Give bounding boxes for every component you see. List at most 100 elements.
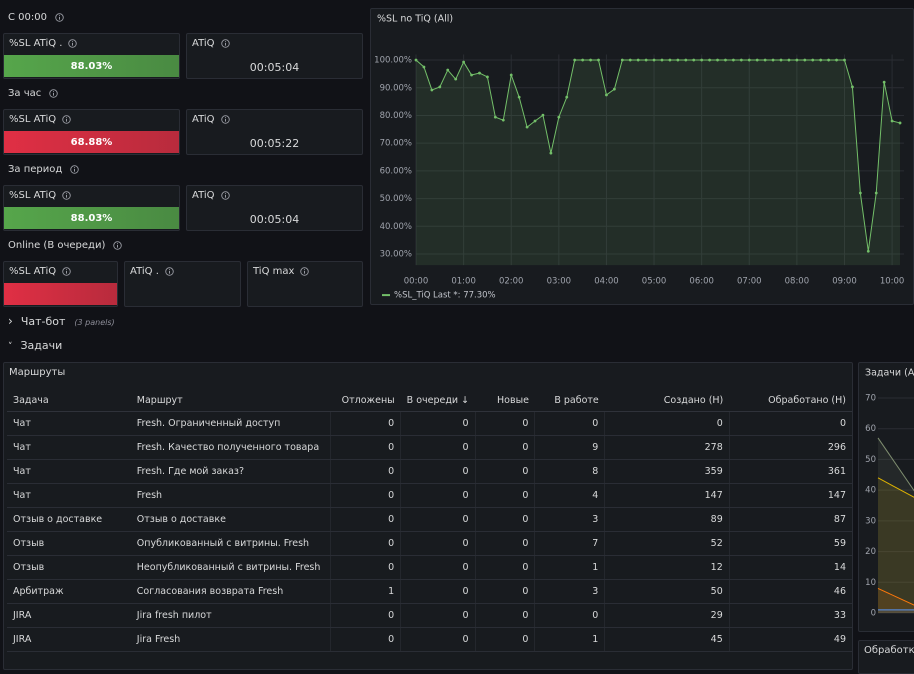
stat-title-text: ATiQ	[192, 38, 215, 49]
column-header-text: Создано (Н)	[663, 394, 724, 406]
column-header[interactable]: Обработано (Н)	[729, 389, 852, 412]
panel-title: Маршруты	[9, 367, 66, 378]
data-point	[708, 58, 711, 62]
tasks-chart-panel: Задачи (All) 0 10 20 30 40 50 60 70	[858, 362, 914, 632]
info-circle	[70, 165, 80, 174]
data-point	[414, 58, 418, 62]
column-header-text: Новые	[497, 394, 529, 406]
data-point	[668, 58, 672, 62]
table-cell: 147	[728, 483, 852, 508]
table-cell: Отзыв о доставке	[7, 507, 131, 532]
series-line	[877, 477, 914, 498]
stat-title-text: ATiQ	[192, 114, 215, 125]
table-cell: 0	[474, 411, 535, 436]
table-row: Отзыв Опубликованный с витрины. Fresh 0 0 0 7…	[7, 531, 852, 556]
row-title: Чат-бот	[20, 315, 66, 328]
table-cell: Чат	[7, 411, 131, 436]
data-point	[882, 80, 886, 84]
table-cell: 33	[728, 603, 852, 628]
expanded-row[interactable]: Задачи	[8, 339, 63, 352]
table-cell: Неопубликованный с витрины. Fresh	[130, 555, 331, 580]
collapsed-row[interactable]: Чат-бот (3 panels)	[8, 314, 115, 328]
area-fill	[416, 60, 901, 266]
group-label: С 00:00	[8, 12, 64, 23]
table-panel: Маршруты Задача Маршрут Отложены В очереди Н…	[3, 362, 853, 670]
data-point	[898, 121, 902, 125]
x-tick-label: 01:00	[451, 277, 476, 287]
table-cell: 0	[728, 411, 852, 436]
data-point	[755, 58, 759, 62]
table-cell: 87	[728, 507, 852, 532]
data-point	[422, 65, 426, 69]
column-header[interactable]: Создано (Н)	[604, 389, 730, 412]
column-header[interactable]: В очереди	[400, 389, 476, 412]
table-cell: 4	[534, 483, 605, 508]
table-cell: Чат	[7, 483, 131, 508]
table-row: Арбитраж Согласования возврата Fresh 1 0 0 3 5…	[7, 579, 852, 604]
info-icon	[68, 39, 78, 48]
data-point	[819, 58, 823, 62]
table-cell: 0	[474, 435, 535, 460]
data-point	[843, 58, 846, 62]
data-point	[605, 93, 608, 97]
data-point	[787, 58, 791, 62]
column-header[interactable]: Отложены	[330, 389, 401, 412]
column-header-text: В работе	[554, 394, 599, 406]
table-cell: Отзыв о доставке	[130, 507, 331, 532]
data-point	[676, 58, 680, 62]
table-cell: 0	[330, 507, 401, 532]
column-header[interactable]: Новые	[475, 389, 535, 412]
stat-title-text: %SL ATiQ	[9, 114, 57, 125]
column-header[interactable]: Задача	[7, 389, 131, 412]
table-cell: 0	[474, 579, 535, 604]
data-point	[724, 58, 727, 62]
y-tick-label: 90.00%	[380, 83, 412, 93]
y-tick-label: 100.00%	[374, 56, 412, 66]
table-row: Чат Fresh. Где мой заказ? 0 0 0 8 359 361	[7, 459, 852, 484]
data-point	[430, 88, 434, 92]
info-circle	[113, 241, 123, 250]
table-cell: 1	[534, 627, 605, 652]
table-cell: Отзыв	[7, 555, 131, 580]
panel-title: Обработка	[864, 645, 914, 656]
data-point	[636, 58, 640, 62]
stat-panel: %SL ATiQ	[3, 261, 118, 307]
data-point	[692, 58, 696, 62]
side-panel: Обработка	[858, 640, 914, 674]
data-point	[478, 71, 481, 75]
y-tick-label: 50	[865, 455, 876, 465]
x-tick-label: 06:00	[689, 277, 714, 287]
column-header[interactable]: Маршрут	[130, 389, 331, 412]
stat-panel: %SL ATiQ . 88.03%	[3, 33, 180, 79]
table-row: Отзыв о доставке Отзыв о доставке 0 0 0 3 89 87	[7, 507, 852, 532]
chart-title: %SL no TiQ (All)	[377, 14, 453, 25]
data-point	[684, 58, 688, 62]
stat-value: 00:05:04	[249, 61, 300, 74]
table-row: JIRA Jira Fresh 0 0 0 1 45 49	[7, 627, 852, 652]
stat-panel: TiQ max	[247, 261, 363, 307]
data-point	[541, 113, 545, 117]
table-cell: 0	[330, 483, 401, 508]
table-cell: 89	[604, 507, 730, 532]
y-tick-label: 20	[865, 547, 876, 557]
info-circle	[55, 13, 64, 22]
stat-title: ATiQ .	[130, 266, 174, 277]
sl-chart: %SL no TiQ (All) 30.00% 40.00% 50.00% 60.00%…	[374, 14, 904, 301]
table-cell: 7	[534, 531, 605, 556]
series-line	[877, 437, 914, 492]
info-dot	[224, 117, 226, 119]
y-tick-label: 30.00%	[380, 250, 412, 260]
data-point	[890, 119, 894, 123]
stat-title: ATiQ	[192, 114, 230, 125]
stat-value: 00:05:04	[249, 213, 300, 226]
column-header[interactable]: В работе	[534, 389, 605, 412]
data-point	[795, 58, 799, 62]
table-cell: 1	[330, 579, 401, 604]
table-cell: 361	[728, 459, 852, 484]
table-cell: 12	[604, 555, 730, 580]
table-cell: 0	[400, 459, 476, 484]
y-tick-label: 60.00%	[380, 166, 412, 176]
table-cell: 0	[400, 411, 476, 436]
stat-panel: %SL ATiQ 68.88%	[3, 109, 180, 155]
